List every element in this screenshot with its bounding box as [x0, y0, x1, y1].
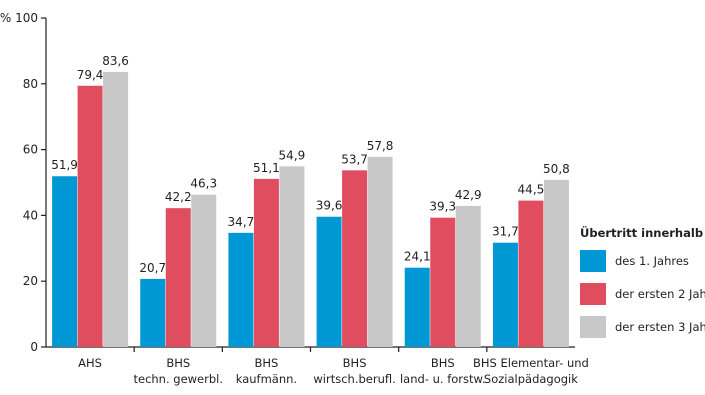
category-label: BHS [254, 356, 278, 370]
bar [367, 156, 393, 347]
y-tick-label: 40 [23, 208, 38, 222]
category-label: techn. gewerbl. [133, 372, 223, 386]
data-label: 51,9 [51, 158, 78, 172]
bar [228, 232, 254, 347]
category-label: land- u. forstw. [400, 372, 486, 386]
data-label: 44,5 [518, 183, 545, 197]
legend-label: der ersten 2 Jahre [615, 287, 705, 301]
data-label: 46,3 [190, 177, 217, 191]
data-label: 31,7 [492, 225, 519, 239]
category-label: wirtsch.berufl. [313, 372, 395, 386]
bar [140, 278, 166, 347]
legend-swatch [580, 283, 606, 305]
data-label: 39,3 [429, 200, 456, 214]
bar [279, 166, 305, 347]
legend-title: Übertritt innerhalb [580, 226, 704, 240]
bar [191, 194, 217, 347]
data-label: 42,9 [455, 188, 482, 202]
bar [103, 71, 129, 348]
data-label: 83,6 [102, 54, 129, 68]
legend-swatch [580, 250, 606, 272]
y-tick-label: 60 [23, 143, 38, 157]
y-tick-label: 80 [23, 77, 38, 91]
category-label: BHS [343, 356, 367, 370]
data-label: 34,7 [228, 215, 255, 229]
bar [543, 179, 569, 347]
bar [455, 205, 481, 347]
category-label: BHS Elementar- und [473, 356, 589, 370]
legend-label: der ersten 3 Jahre [615, 320, 705, 334]
data-label: 39,6 [316, 199, 343, 213]
category-label: BHS [166, 356, 190, 370]
data-label: 20,7 [139, 261, 166, 275]
legend: Übertritt innerhalb des 1. Jahres der er… [580, 226, 705, 349]
data-label: 53,7 [341, 152, 368, 166]
data-label: 42,2 [165, 190, 192, 204]
bar [52, 176, 78, 347]
legend-item-series-1: des 1. Jahres [580, 250, 705, 272]
bar [342, 170, 368, 347]
y-tick-label: 20 [23, 274, 38, 288]
bar [430, 217, 456, 347]
data-label: 24,1 [404, 250, 431, 264]
bar [253, 178, 279, 347]
bar [492, 242, 518, 347]
category-label: Sozialpädagogik [484, 372, 578, 386]
bar [518, 200, 544, 347]
legend-swatch [580, 316, 606, 338]
data-label: 50,8 [543, 162, 570, 176]
data-label: 54,9 [279, 148, 306, 162]
bar [165, 208, 191, 347]
y-tick-label: 0 [30, 340, 38, 354]
legend-item-series-2: der ersten 2 Jahre [580, 283, 705, 305]
y-axis-unit-label: % 100 [0, 11, 38, 25]
category-label: BHS [431, 356, 455, 370]
bar [404, 267, 430, 347]
legend-item-series-3: der ersten 3 Jahre [580, 316, 705, 338]
category-label: kaufmänn. [236, 372, 297, 386]
category-label: AHS [78, 356, 102, 370]
data-label: 79,4 [77, 68, 104, 82]
data-label: 57,8 [367, 139, 394, 153]
bar [77, 85, 103, 348]
legend-label: des 1. Jahres [615, 254, 689, 268]
data-label: 51,1 [253, 161, 280, 175]
bar [316, 216, 342, 347]
